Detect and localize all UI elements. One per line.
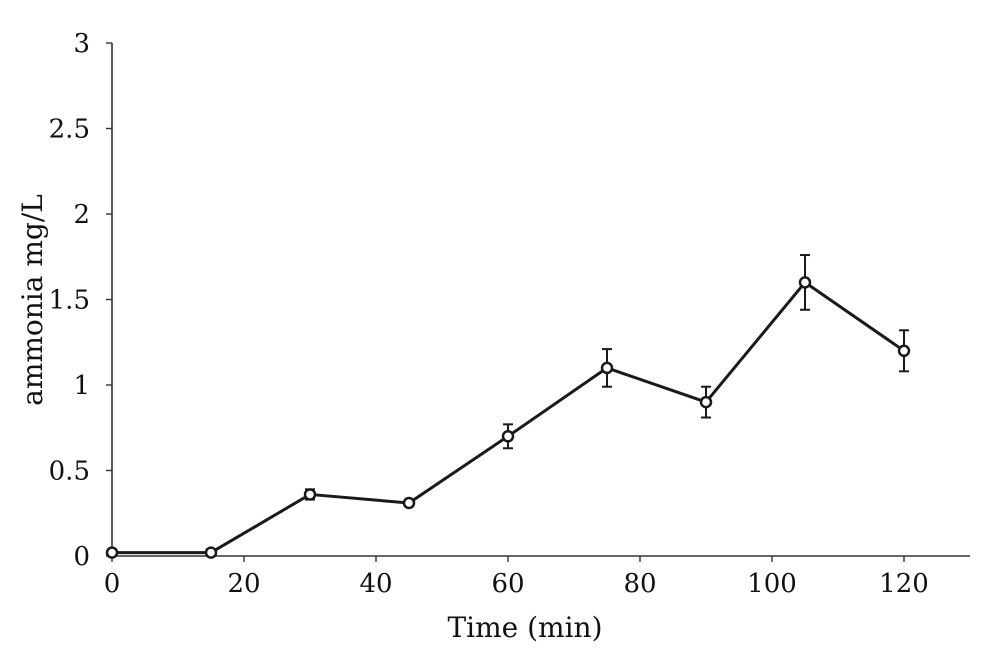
x-tick-label: 80 — [623, 569, 656, 599]
data-point — [204, 546, 218, 559]
x-tick-label: 20 — [227, 569, 260, 599]
x-tick-label: 120 — [879, 569, 929, 599]
series-line — [112, 280, 905, 555]
data-point — [303, 488, 317, 501]
data-point — [798, 276, 812, 289]
y-tick-label: 2.5 — [49, 115, 90, 145]
x-tick-label: 60 — [491, 569, 524, 599]
x-tick-label: 40 — [359, 569, 392, 599]
x-tick-label: 0 — [104, 569, 121, 599]
x-axis-title: Time (min) — [447, 611, 602, 644]
data-point — [699, 395, 713, 409]
data-point — [600, 361, 614, 375]
y-tick-label: 2 — [73, 200, 90, 230]
axes: 0 0.5 1 1.5 2 2.5 3 0 20 40 60 80 100 120 — [49, 29, 970, 599]
data-marks — [105, 254, 911, 559]
data-point — [897, 344, 911, 358]
data-point — [402, 496, 416, 510]
y-tick-label: 3 — [73, 29, 90, 59]
y-tick-label: 0 — [73, 542, 90, 572]
y-tick-label: 0.5 — [49, 457, 90, 487]
y-tick-label: 1 — [73, 371, 90, 401]
x-tick-label: 100 — [747, 569, 797, 599]
y-tick-label: 1.5 — [49, 286, 90, 316]
data-point — [105, 546, 119, 559]
y-axis-title: ammonia mg/L — [16, 194, 49, 406]
data-point — [501, 430, 515, 443]
